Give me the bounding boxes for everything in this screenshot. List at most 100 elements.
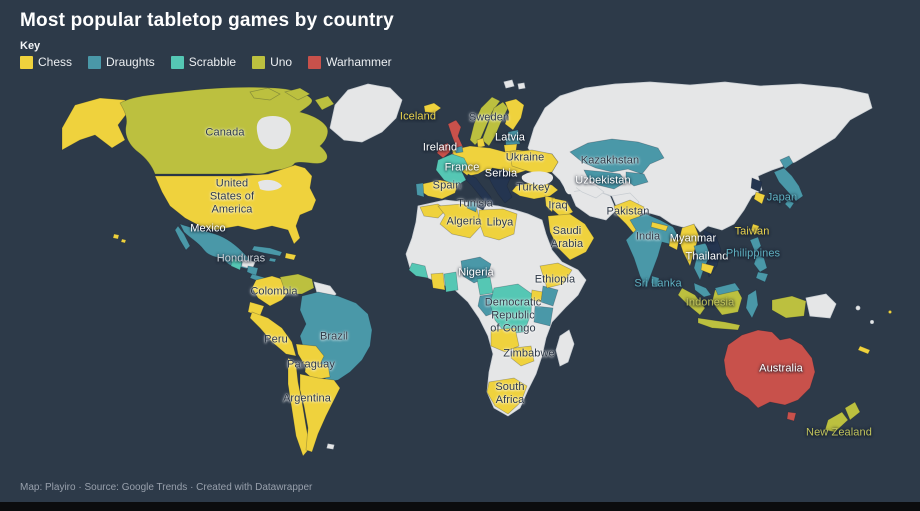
country-indonesia-papua[interactable] bbox=[771, 295, 807, 319]
country-cambodia[interactable] bbox=[700, 262, 715, 275]
country-new-zealand-south[interactable] bbox=[824, 411, 849, 433]
country-dr-congo[interactable] bbox=[489, 283, 533, 335]
country-ireland[interactable] bbox=[436, 142, 451, 159]
pacific-island-3[interactable] bbox=[888, 310, 892, 314]
key-item-draughts: Draughts bbox=[88, 55, 155, 69]
country-venezuela[interactable] bbox=[279, 273, 315, 295]
country-ukraine[interactable] bbox=[509, 149, 559, 175]
country-libya[interactable] bbox=[478, 208, 518, 241]
pacific-island-2[interactable] bbox=[870, 320, 874, 324]
country-cameroon[interactable] bbox=[476, 276, 494, 296]
key-item-chess: Chess bbox=[20, 55, 72, 69]
country-ethiopia[interactable] bbox=[539, 262, 573, 289]
country-papua-new-guinea[interactable] bbox=[805, 293, 837, 319]
country-iceland[interactable] bbox=[423, 102, 442, 114]
country-south-korea[interactable] bbox=[753, 191, 766, 205]
key-item-uno: Uno bbox=[252, 55, 292, 69]
country-guinea[interactable] bbox=[408, 262, 429, 279]
country-australia[interactable] bbox=[723, 329, 816, 409]
caspian-sea bbox=[563, 164, 578, 195]
country-canada[interactable] bbox=[119, 86, 329, 175]
bottom-bar bbox=[0, 502, 920, 511]
country-japan-honshu[interactable] bbox=[773, 167, 804, 202]
country-nepal[interactable] bbox=[650, 221, 669, 232]
country-uzbekistan[interactable] bbox=[583, 169, 627, 190]
country-taiwan[interactable] bbox=[750, 223, 760, 235]
country-italy[interactable] bbox=[465, 173, 495, 207]
pacific-island[interactable] bbox=[855, 305, 861, 311]
country-india[interactable] bbox=[625, 213, 679, 289]
key-item-label: Draughts bbox=[106, 55, 155, 69]
country-balkans[interactable] bbox=[487, 167, 513, 204]
country-hawaii-2[interactable] bbox=[120, 238, 127, 244]
country-myanmar[interactable] bbox=[678, 223, 700, 267]
country-indonesia-sumatra[interactable] bbox=[677, 287, 706, 316]
country-bangladesh[interactable] bbox=[668, 237, 680, 251]
country-cuba[interactable] bbox=[251, 245, 283, 257]
country-japan-kyushu[interactable] bbox=[784, 199, 795, 210]
country-malaysia[interactable] bbox=[693, 282, 712, 298]
key-item-warhammer: Warhammer bbox=[308, 55, 392, 69]
country-benelux[interactable] bbox=[454, 145, 464, 154]
country-estonia[interactable] bbox=[507, 129, 520, 139]
country-jamaica[interactable] bbox=[268, 257, 277, 263]
country-philippines-mindanao[interactable] bbox=[755, 271, 769, 283]
country-baja-california[interactable] bbox=[174, 225, 191, 251]
country-peru[interactable] bbox=[249, 311, 297, 357]
country-spain[interactable] bbox=[418, 179, 459, 200]
country-svalbard[interactable] bbox=[503, 79, 515, 89]
country-angola[interactable] bbox=[490, 327, 520, 353]
country-indonesia-sulawesi[interactable] bbox=[745, 289, 759, 319]
country-argentina[interactable] bbox=[299, 373, 341, 453]
country-greenland[interactable] bbox=[329, 83, 403, 143]
key-item-label: Chess bbox=[38, 55, 73, 69]
country-arctic-islands-3[interactable] bbox=[314, 95, 335, 111]
key-item-label: Warhammer bbox=[326, 55, 392, 69]
country-new-caledonia[interactable] bbox=[857, 345, 871, 355]
key-swatch bbox=[170, 55, 184, 69]
country-indonesia-java[interactable] bbox=[697, 317, 741, 331]
country-colombia[interactable] bbox=[251, 275, 291, 307]
country-ghana[interactable] bbox=[443, 271, 459, 293]
country-hawaii[interactable] bbox=[112, 233, 120, 240]
country-france[interactable] bbox=[435, 153, 469, 187]
country-kyrgyzstan[interactable] bbox=[625, 171, 649, 187]
country-denmark[interactable] bbox=[476, 137, 486, 149]
country-ivory-coast[interactable] bbox=[430, 272, 446, 291]
country-portugal[interactable] bbox=[415, 182, 425, 198]
country-mexico[interactable] bbox=[179, 223, 252, 269]
country-kenya[interactable] bbox=[540, 285, 559, 307]
country-malaysia-borneo[interactable] bbox=[714, 282, 741, 296]
key-swatch bbox=[88, 55, 102, 69]
country-arctic-islands-2[interactable] bbox=[284, 87, 311, 101]
country-hispaniola[interactable] bbox=[284, 252, 297, 261]
country-japan-hokkaido[interactable] bbox=[779, 155, 794, 170]
country-falklands[interactable] bbox=[326, 443, 335, 450]
country-guatemala[interactable] bbox=[230, 257, 243, 271]
country-philippines-luzon[interactable] bbox=[749, 236, 762, 253]
country-madagascar[interactable] bbox=[555, 329, 575, 367]
country-alaska[interactable] bbox=[61, 97, 129, 151]
country-algeria[interactable] bbox=[437, 203, 482, 239]
country-saudi-arabia[interactable] bbox=[547, 213, 595, 261]
country-zimbabwe[interactable] bbox=[510, 345, 535, 367]
country-north-korea[interactable] bbox=[750, 177, 763, 193]
country-new-zealand-north[interactable] bbox=[844, 401, 861, 421]
country-south-africa[interactable] bbox=[486, 377, 528, 415]
country-nigeria[interactable] bbox=[460, 256, 492, 284]
country-svalbard-2[interactable] bbox=[517, 82, 526, 90]
country-tasmania[interactable] bbox=[786, 411, 797, 422]
country-arctic-islands[interactable] bbox=[249, 87, 281, 101]
great-lakes bbox=[258, 179, 282, 191]
country-latvia[interactable] bbox=[504, 136, 521, 146]
country-sri-lanka[interactable] bbox=[650, 275, 660, 288]
country-tanzania[interactable] bbox=[533, 305, 554, 327]
country-philippines-visayas[interactable] bbox=[753, 254, 768, 273]
country-kazakhstan[interactable] bbox=[569, 138, 665, 175]
country-finland[interactable] bbox=[504, 98, 525, 131]
hudson-bay bbox=[256, 116, 291, 150]
country-tunisia[interactable] bbox=[466, 200, 478, 213]
